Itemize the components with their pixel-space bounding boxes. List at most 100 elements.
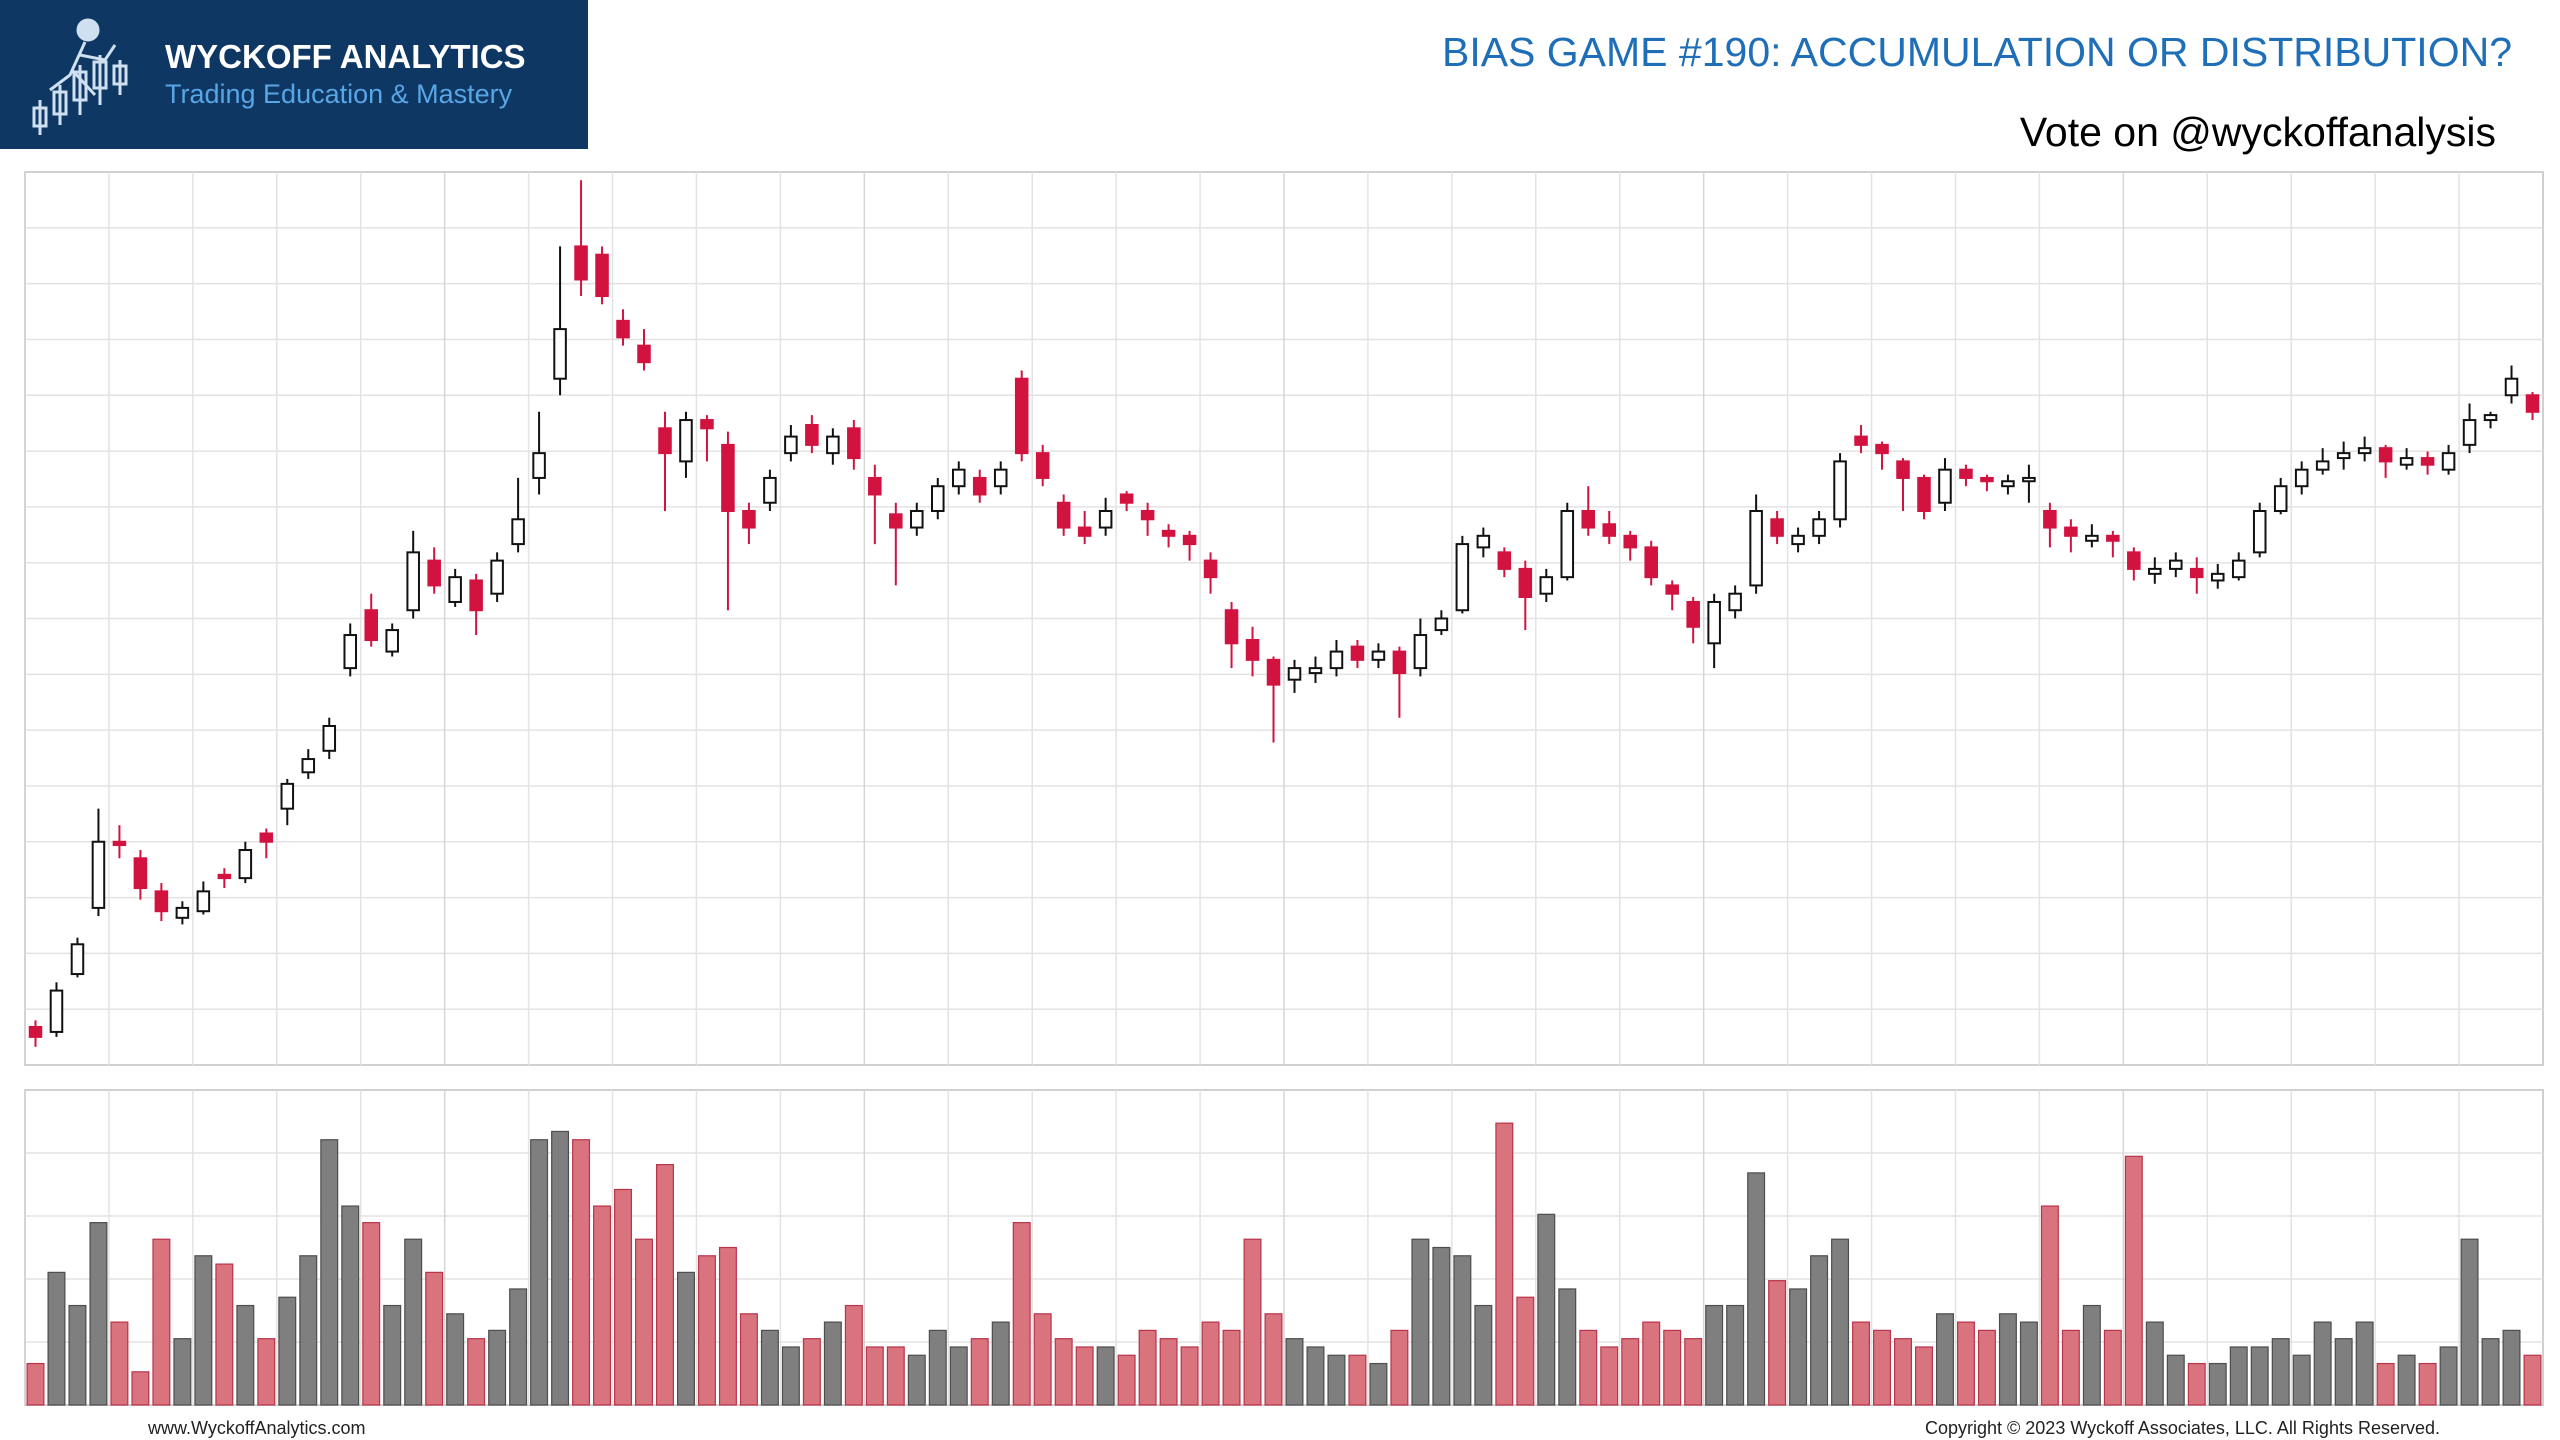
candle-body xyxy=(2273,485,2288,513)
candle-body xyxy=(343,634,358,670)
candle-body xyxy=(763,476,777,504)
candle-body xyxy=(2378,447,2393,463)
candle-body xyxy=(1602,523,1617,537)
candle-body xyxy=(1497,551,1512,570)
volume-bar xyxy=(152,1238,171,1406)
volume-bar xyxy=(907,1354,926,1406)
candle-body xyxy=(175,906,190,919)
candle-body xyxy=(1476,534,1491,549)
volume-bar xyxy=(1390,1329,1409,1406)
candle-body xyxy=(1182,534,1197,546)
volume-bar xyxy=(1956,1321,1975,1406)
candle-body xyxy=(238,849,253,880)
volume-bar xyxy=(2166,1354,2185,1406)
candle-body xyxy=(1581,510,1596,529)
volume-bar xyxy=(1977,1329,1996,1406)
volume-bar xyxy=(68,1304,87,1406)
candle-body xyxy=(2315,460,2330,471)
candle-body xyxy=(1812,518,1826,537)
volume-bar xyxy=(173,1338,192,1406)
candle-body xyxy=(112,840,127,847)
volume-bar xyxy=(635,1238,654,1406)
volume-bar xyxy=(572,1139,591,1406)
footer-copyright: Copyright © 2023 Wyckoff Associates, LLC… xyxy=(1925,1418,2440,1438)
candle-body xyxy=(2441,452,2456,471)
volume-bar xyxy=(886,1346,905,1406)
candle-body xyxy=(1392,650,1407,675)
candle-body xyxy=(1140,510,1155,521)
candle-body xyxy=(427,559,441,587)
volume-bar xyxy=(2250,1346,2269,1406)
candle-body xyxy=(2504,377,2519,397)
candle-body xyxy=(28,1025,43,1038)
candle-body xyxy=(868,476,882,496)
volume-bar xyxy=(1327,1354,1346,1406)
candle-body xyxy=(616,319,630,339)
volume-bar xyxy=(404,1238,423,1406)
volume-bar xyxy=(1096,1346,1115,1406)
volume-bar xyxy=(1600,1346,1619,1406)
volume-bar xyxy=(2145,1321,2164,1406)
volume-bar xyxy=(2334,1338,2353,1406)
volume-bar xyxy=(89,1222,108,1406)
candle-body xyxy=(1245,638,1260,661)
candle-body xyxy=(2085,534,2099,542)
volume-bar xyxy=(865,1346,884,1406)
volume-bar xyxy=(1201,1321,1220,1406)
volume-bar xyxy=(215,1263,234,1406)
candle-body xyxy=(1287,667,1302,681)
volume-bar xyxy=(1474,1304,1493,1406)
candle-body xyxy=(49,989,64,1033)
candle-body xyxy=(1707,600,1721,645)
candle-body xyxy=(259,832,274,843)
candle-body xyxy=(1350,645,1365,661)
volume-bar xyxy=(1873,1329,1892,1406)
candle-body xyxy=(406,551,420,612)
volume-bar xyxy=(2271,1338,2290,1406)
candle-body xyxy=(1434,617,1449,632)
candle-body xyxy=(217,873,232,880)
volume-bar xyxy=(1914,1346,1933,1406)
candle-body xyxy=(511,518,525,546)
candle-body xyxy=(2169,559,2183,570)
candle-body xyxy=(1623,534,1637,549)
candle-body xyxy=(469,579,483,612)
volume-bar xyxy=(2061,1329,2080,1406)
candle-body xyxy=(1077,526,1092,537)
volume-bar xyxy=(739,1313,758,1406)
volume-bar xyxy=(509,1288,528,1406)
volume-bar xyxy=(1033,1313,1052,1406)
candle-body xyxy=(951,468,966,488)
volume-bar xyxy=(1831,1238,1850,1406)
volume-bar xyxy=(1180,1346,1199,1406)
volume-bar xyxy=(1705,1304,1724,1406)
candle-body xyxy=(574,245,588,281)
volume-bar xyxy=(1558,1288,1577,1406)
candle-body xyxy=(1014,377,1029,455)
volume-bar xyxy=(1852,1321,1871,1406)
candle-body xyxy=(1854,435,1868,446)
volume-bar xyxy=(1642,1321,1661,1406)
candle-body xyxy=(1980,476,1994,483)
candle-body xyxy=(2043,510,2057,529)
volume-bar xyxy=(928,1329,947,1406)
volume-bar xyxy=(383,1304,402,1406)
volume-bar xyxy=(1243,1238,1262,1406)
footer-website: www.WyckoffAnalytics.com xyxy=(147,1418,366,1438)
volume-bar xyxy=(131,1371,150,1406)
candle-body xyxy=(154,890,169,913)
volume-bar xyxy=(1768,1280,1787,1406)
volume-bar xyxy=(278,1296,297,1406)
volume-bar xyxy=(2460,1238,2479,1406)
candle-body xyxy=(2483,414,2498,422)
candle-body xyxy=(1665,584,1679,595)
candle-body xyxy=(910,510,924,529)
volume-bar xyxy=(1117,1354,1136,1406)
volume-bar xyxy=(655,1164,674,1406)
candle-body xyxy=(322,724,337,752)
volume-bar xyxy=(551,1130,570,1406)
volume-bar xyxy=(2481,1338,2500,1406)
volume-bar xyxy=(2019,1321,2038,1406)
volume-bar xyxy=(1138,1329,1157,1406)
